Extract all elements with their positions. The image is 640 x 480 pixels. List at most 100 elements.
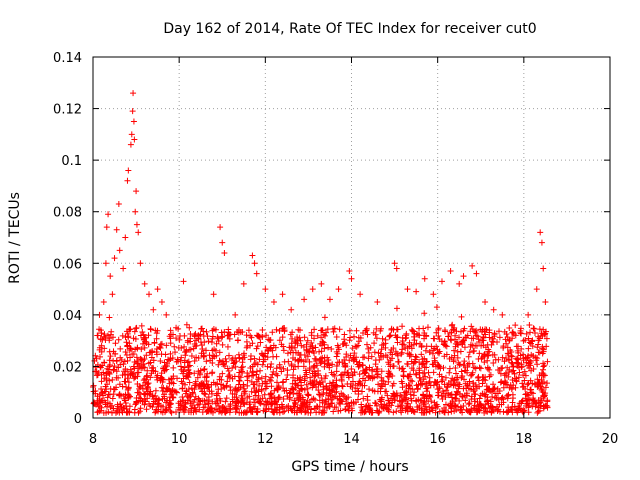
data-point: [333, 377, 340, 384]
data-point: [518, 400, 525, 407]
x-tick-label: 12: [257, 432, 274, 447]
data-point: [298, 379, 305, 386]
data-point: [318, 280, 325, 287]
data-point: [189, 390, 196, 397]
data-point: [220, 361, 227, 368]
data-point: [360, 395, 367, 402]
data-point: [369, 375, 376, 382]
data-point: [495, 406, 502, 413]
data-point: [222, 409, 229, 416]
data-point: [154, 401, 161, 408]
data-point: [503, 408, 510, 415]
data-point: [181, 357, 188, 364]
data-point: [369, 409, 376, 416]
data-point: [124, 409, 131, 416]
data-point: [169, 354, 176, 361]
data-point: [232, 404, 239, 411]
data-point: [529, 343, 536, 350]
data-point: [453, 370, 460, 377]
data-point: [214, 334, 221, 341]
data-point: [537, 332, 544, 339]
data-point: [336, 326, 343, 333]
data-point: [231, 359, 238, 366]
data-point: [408, 408, 415, 415]
data-point: [481, 359, 488, 366]
data-point: [375, 381, 382, 388]
data-point: [407, 391, 414, 398]
data-point: [461, 344, 468, 351]
y-tick-labels: 0 0.02 0.04 0.06 0.08 0.1 0.12 0.14: [53, 51, 82, 427]
data-point: [200, 328, 207, 335]
data-point: [363, 325, 370, 332]
data-point: [130, 118, 137, 125]
data-point: [430, 291, 437, 298]
data-point: [234, 337, 241, 344]
data-point: [97, 353, 104, 360]
data-point: [239, 363, 246, 370]
data-point: [440, 364, 447, 371]
data-point: [544, 358, 551, 365]
data-point: [439, 396, 446, 403]
data-point: [231, 394, 238, 401]
data-point: [281, 387, 288, 394]
data-point: [166, 357, 173, 364]
data-point: [320, 331, 327, 338]
data-point: [473, 270, 480, 277]
data-point: [97, 327, 104, 334]
data-point: [450, 326, 457, 333]
data-point: [504, 350, 511, 357]
data-point: [119, 332, 126, 339]
data-point: [469, 326, 476, 333]
data-point: [248, 388, 255, 395]
data-point: [162, 407, 169, 414]
axis-ticks: [92, 56, 611, 419]
data-point: [313, 409, 320, 416]
data-point: [298, 357, 305, 364]
data-point: [413, 330, 420, 337]
data-point: [281, 358, 288, 365]
data-point: [350, 354, 357, 361]
data-point: [238, 409, 245, 416]
data-point: [243, 332, 250, 339]
data-point: [470, 335, 477, 342]
data-point: [261, 356, 268, 363]
data-point: [132, 208, 139, 215]
data-point: [335, 286, 342, 293]
data-point: [274, 379, 281, 386]
data-point: [227, 387, 234, 394]
data-point: [386, 400, 393, 407]
data-point: [481, 353, 488, 360]
data-point: [395, 358, 402, 365]
data-point: [473, 409, 480, 416]
data-point: [355, 342, 362, 349]
data-point: [460, 402, 467, 409]
data-point: [500, 344, 507, 351]
data-point: [163, 311, 170, 318]
data-point: [150, 364, 157, 371]
data-point: [509, 360, 516, 367]
data-point: [270, 342, 277, 349]
data-point: [215, 390, 222, 397]
data-point: [133, 324, 140, 331]
data-point: [405, 381, 412, 388]
data-point: [320, 339, 327, 346]
data-point: [469, 369, 476, 376]
data-point: [232, 311, 239, 318]
data-point: [121, 358, 128, 365]
data-point: [451, 376, 458, 383]
data-point: [529, 403, 536, 410]
data-point: [500, 384, 507, 391]
data-point: [188, 352, 195, 359]
data-point: [216, 405, 223, 412]
data-point: [525, 311, 532, 318]
data-point: [426, 374, 433, 381]
data-point: [100, 409, 107, 416]
data-point: [135, 369, 142, 376]
data-point: [279, 334, 286, 341]
data-point: [219, 333, 226, 340]
data-point: [228, 356, 235, 363]
data-point: [413, 371, 420, 378]
data-point: [303, 381, 310, 388]
data-point: [288, 306, 295, 313]
data-point: [502, 336, 509, 343]
